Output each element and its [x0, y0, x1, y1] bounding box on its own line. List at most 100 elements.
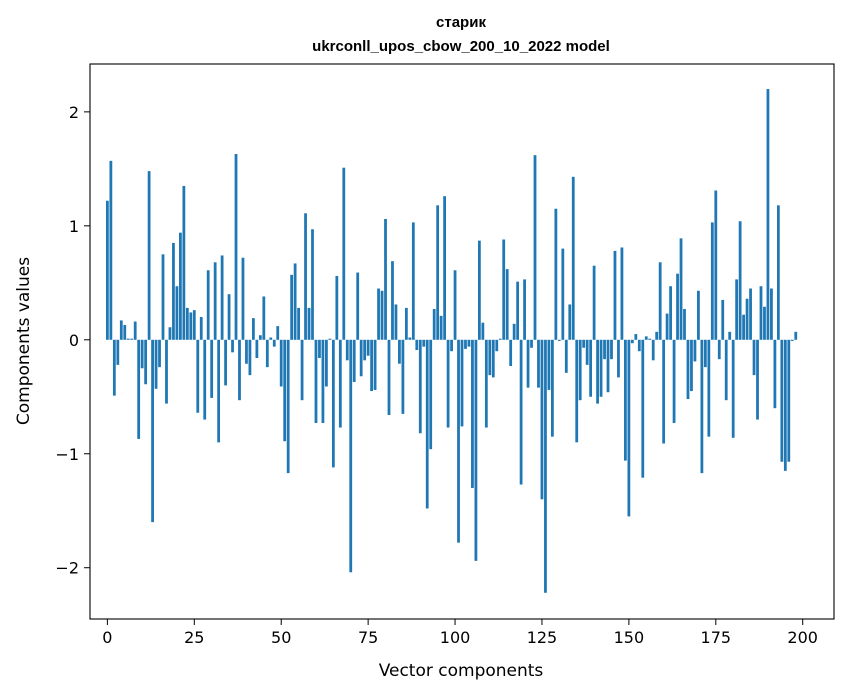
- bar-4: [119, 320, 123, 340]
- bar-39: [241, 257, 245, 340]
- bar-50: [279, 339, 283, 387]
- bar-136: [578, 339, 582, 401]
- bar-167: [686, 339, 690, 400]
- bar-7: [130, 338, 134, 340]
- bar-193: [776, 205, 780, 340]
- bar-54: [293, 263, 297, 340]
- chart-title: старик: [436, 14, 486, 31]
- bar-83: [394, 304, 398, 340]
- bar-33: [220, 255, 224, 340]
- bar-87: [408, 337, 412, 340]
- bar-189: [763, 306, 766, 340]
- bar-134: [571, 176, 575, 340]
- bar-69: [345, 339, 349, 361]
- bar-111: [491, 339, 495, 378]
- bar-130: [557, 339, 561, 341]
- bar-23: [185, 307, 189, 340]
- bar-140: [592, 265, 596, 340]
- bar-115: [505, 269, 509, 340]
- bar-113: [498, 338, 502, 340]
- bar-165: [679, 238, 683, 340]
- y-tick-label: 0: [69, 331, 79, 350]
- bar-64: [328, 338, 332, 340]
- bar-100: [453, 270, 457, 340]
- bar-170: [697, 290, 700, 340]
- bar-174: [710, 222, 714, 340]
- bar-51: [283, 339, 287, 442]
- bar-73: [359, 339, 363, 377]
- bar-176: [717, 339, 721, 360]
- bar-168: [690, 339, 693, 392]
- bar-179: [728, 331, 732, 340]
- bar-46: [265, 339, 269, 368]
- bar-101: [457, 339, 460, 543]
- y-axis-label: Components values: [14, 257, 34, 425]
- bar-158: [655, 331, 659, 340]
- bar-31: [213, 262, 217, 340]
- bar-45: [262, 296, 266, 340]
- plot-frame: [89, 63, 835, 620]
- bar-57: [304, 213, 307, 340]
- bar-114: [502, 239, 506, 340]
- bar-138: [585, 339, 589, 365]
- bar-34: [224, 339, 227, 386]
- bar-88: [411, 222, 415, 340]
- bar-78: [377, 288, 380, 340]
- bar-86: [404, 307, 408, 340]
- bar-22: [182, 185, 186, 340]
- bar-108: [481, 322, 485, 340]
- bar-84: [398, 339, 401, 364]
- bar-197: [790, 339, 794, 341]
- bar-38: [238, 339, 241, 401]
- bar-43: [255, 339, 259, 359]
- bar-102: [460, 339, 464, 427]
- bar-18: [168, 327, 172, 340]
- bar-9: [137, 339, 141, 439]
- bar-97: [443, 196, 447, 340]
- x-tick-label: 50: [271, 628, 291, 647]
- y-tick-label: −1: [55, 445, 79, 464]
- bar-14: [154, 339, 158, 389]
- bar-123: [533, 155, 537, 340]
- bar-154: [641, 339, 645, 478]
- bar-117: [512, 323, 516, 340]
- y-tick-label: −2: [55, 559, 79, 578]
- bar-72: [356, 272, 360, 340]
- bar-90: [418, 339, 422, 434]
- bar-68: [342, 167, 346, 340]
- x-axis-label: Vector components: [379, 661, 544, 681]
- bar-3: [116, 339, 120, 365]
- bar-60: [314, 339, 318, 423]
- bar-20: [175, 286, 179, 340]
- bar-181: [735, 279, 739, 340]
- bar-66: [335, 275, 339, 340]
- bar-104: [467, 339, 471, 347]
- bar-182: [738, 221, 742, 340]
- bar-172: [703, 339, 707, 368]
- bar-28: [203, 339, 207, 420]
- bar-153: [637, 339, 641, 352]
- bar-105: [471, 339, 474, 488]
- bar-24: [189, 312, 193, 340]
- bar-156: [648, 338, 652, 340]
- bar-85: [401, 339, 405, 414]
- bar-120: [523, 279, 526, 340]
- bar-92: [425, 339, 429, 509]
- bar-112: [495, 339, 499, 352]
- bar-44: [258, 335, 262, 340]
- bars-group: [105, 89, 798, 593]
- bar-1: [109, 160, 113, 340]
- bar-42: [252, 318, 255, 340]
- bar-162: [669, 286, 672, 340]
- bar-48: [272, 339, 276, 347]
- bar-0: [105, 200, 109, 340]
- bar-12: [147, 171, 151, 340]
- bar-59: [311, 229, 314, 340]
- bar-198: [794, 331, 798, 340]
- bar-79: [380, 290, 384, 340]
- x-tick-label: 175: [701, 628, 732, 647]
- bar-53: [290, 274, 294, 340]
- bar-77: [373, 339, 377, 390]
- bar-126: [544, 339, 547, 593]
